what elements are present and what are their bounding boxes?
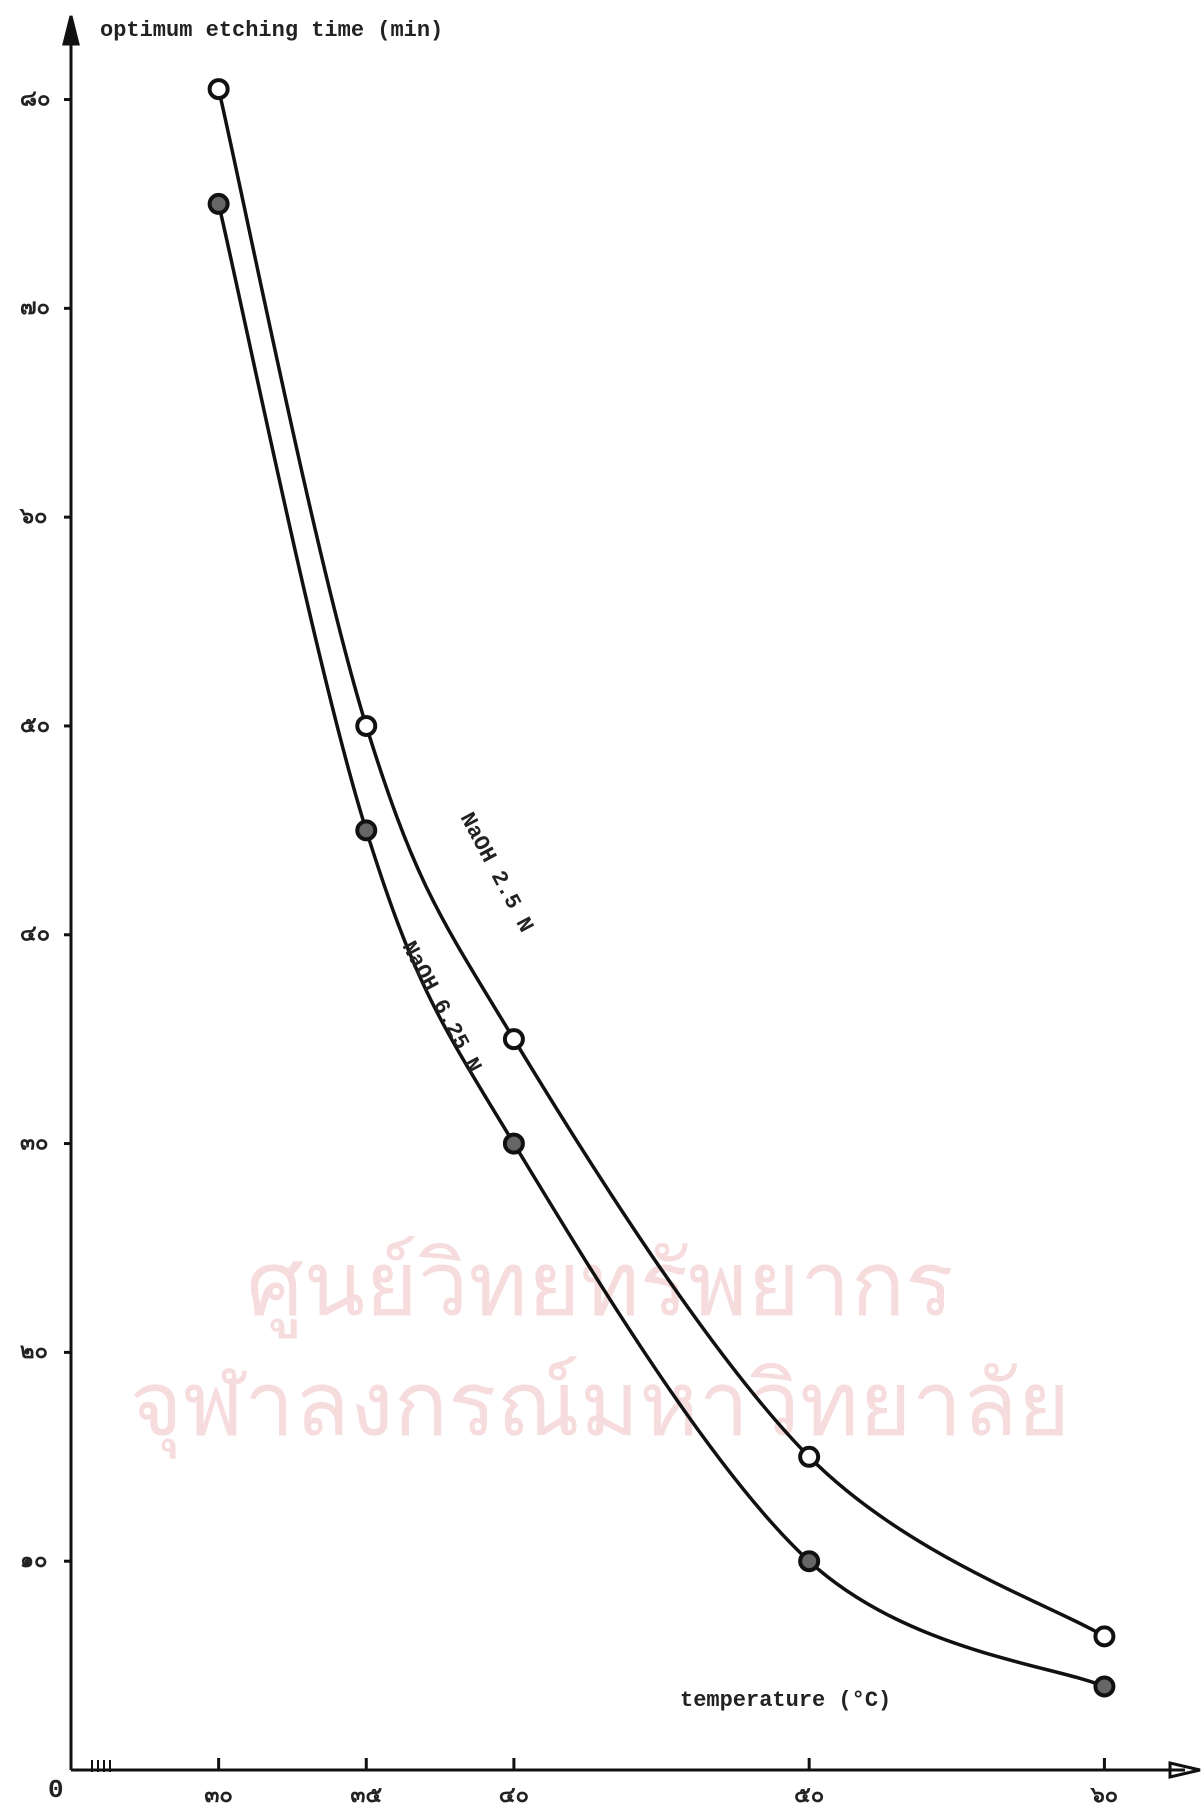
series-line (219, 204, 1105, 1687)
data-point (210, 195, 228, 213)
data-point (505, 1135, 523, 1153)
y-arrow (64, 16, 78, 44)
y-axis-title: optimum etching time (min) (100, 18, 443, 43)
y-tick-label: ๓๐ (20, 1131, 48, 1156)
x-axis-title: temperature (°C) (680, 1688, 891, 1713)
watermark: จุฬาลงกรณ์มหาวิทยาลัย (130, 1352, 1070, 1459)
x-tick-label: ๔๐ (499, 1784, 529, 1805)
y-tick-label: ๔๐ (20, 923, 50, 948)
data-point (357, 821, 375, 839)
x-tick-label: ๓๕ (350, 1784, 382, 1805)
data-point (210, 80, 228, 98)
y-tick-label: ๒๐ (20, 1340, 48, 1365)
data-point (1095, 1627, 1113, 1645)
x-tick-label: ๕๐ (794, 1784, 824, 1805)
y-tick-label: ๘๐ (20, 87, 50, 112)
y-tick-label: ๗๐ (20, 296, 50, 321)
series-label: NaOH 6.25 N (396, 937, 486, 1077)
y-tick-label: ๖๐ (19, 505, 47, 530)
data-point (800, 1552, 818, 1570)
data-point (1095, 1677, 1113, 1695)
y-tick-label: ๕๐ (20, 714, 50, 739)
chart: ศูนย์วิทยทรัพยากร จุฬาลงกรณ์มหาวิทยาลัย … (0, 0, 1203, 1805)
data-point (800, 1448, 818, 1466)
data-point (505, 1030, 523, 1048)
y-tick-label: ๑๐ (20, 1549, 47, 1574)
data-point (357, 717, 375, 735)
x-tick-label: ๓๐ (204, 1784, 232, 1805)
origin-label: 0 (48, 1775, 64, 1805)
series-label: NaOH 2.5 N (454, 809, 538, 937)
x-tick-label: ๖๐ (1090, 1784, 1118, 1805)
